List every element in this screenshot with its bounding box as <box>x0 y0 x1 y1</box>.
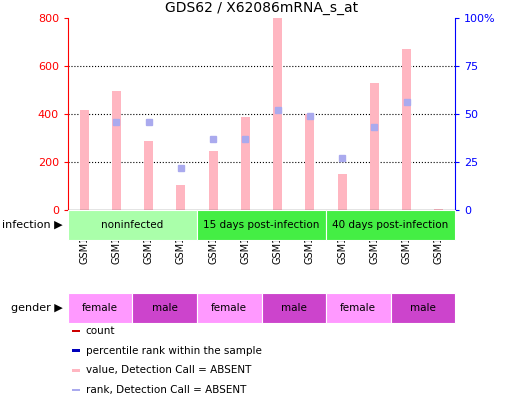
Bar <box>262 293 326 323</box>
Text: 40 days post-infection: 40 days post-infection <box>333 220 449 230</box>
Text: female: female <box>82 303 118 313</box>
Bar <box>197 210 326 240</box>
Bar <box>132 293 197 323</box>
Text: rank, Detection Call = ABSENT: rank, Detection Call = ABSENT <box>86 385 246 395</box>
Text: value, Detection Call = ABSENT: value, Detection Call = ABSENT <box>86 366 251 375</box>
Bar <box>72 330 80 332</box>
Text: gender ▶: gender ▶ <box>11 303 63 313</box>
Bar <box>326 293 391 323</box>
Text: count: count <box>86 326 115 336</box>
Bar <box>209 151 218 210</box>
Bar <box>197 293 262 323</box>
Bar <box>370 83 379 210</box>
Text: female: female <box>211 303 247 313</box>
Text: male: male <box>152 303 178 313</box>
Text: male: male <box>410 303 436 313</box>
Bar <box>112 91 121 210</box>
Bar <box>402 49 411 210</box>
Bar <box>241 118 250 210</box>
Bar <box>68 293 132 323</box>
Bar <box>79 110 88 210</box>
Title: GDS62 / X62086mRNA_s_at: GDS62 / X62086mRNA_s_at <box>165 2 358 15</box>
Text: noninfected: noninfected <box>101 220 164 230</box>
Bar <box>326 210 455 240</box>
Text: male: male <box>281 303 306 313</box>
Text: 15 days post-infection: 15 days post-infection <box>203 220 320 230</box>
Bar <box>176 185 185 210</box>
Bar <box>338 174 347 210</box>
Text: female: female <box>340 303 376 313</box>
Bar <box>68 210 197 240</box>
Text: infection ▶: infection ▶ <box>2 220 63 230</box>
Bar <box>305 114 314 210</box>
Bar <box>435 209 444 210</box>
Bar <box>273 18 282 210</box>
Bar <box>72 369 80 371</box>
Bar <box>72 389 80 391</box>
Bar <box>391 293 455 323</box>
Bar <box>72 350 80 352</box>
Text: percentile rank within the sample: percentile rank within the sample <box>86 346 262 356</box>
Bar <box>144 141 153 210</box>
